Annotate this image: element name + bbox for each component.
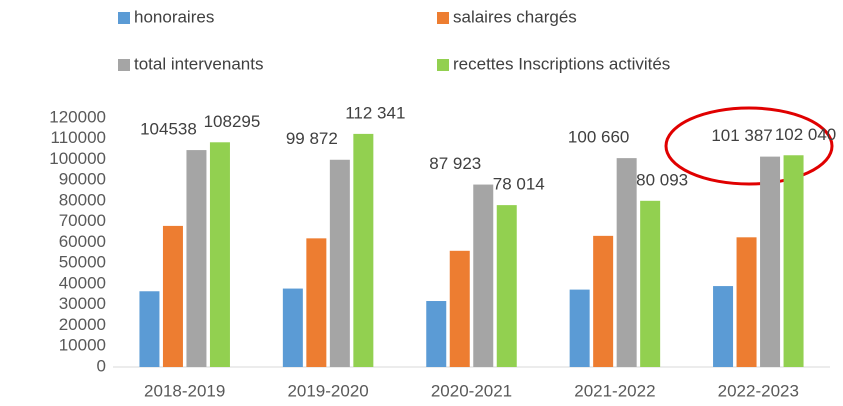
y-tick-label: 10000 (59, 336, 106, 355)
bar (282, 288, 303, 367)
bar (162, 225, 183, 367)
bar (186, 150, 207, 367)
bar (593, 235, 614, 367)
bar (353, 133, 374, 367)
legend-label: total intervenants (134, 54, 263, 73)
data-label: 100 660 (568, 128, 629, 147)
bar (426, 301, 447, 367)
bar (736, 237, 757, 367)
bar (209, 142, 230, 367)
data-label: 99 872 (286, 129, 338, 148)
y-tick-label: 0 (97, 356, 106, 375)
x-tick-label: 2021-2022 (574, 381, 655, 400)
bar (616, 158, 637, 367)
legend-label: honoraires (134, 7, 214, 26)
y-tick-label: 60000 (59, 232, 106, 251)
bar (306, 238, 327, 367)
data-label: 78 014 (493, 175, 545, 194)
data-label: 108295 (204, 112, 261, 131)
bar (139, 291, 160, 367)
bar (640, 200, 661, 367)
legend-swatch (437, 59, 449, 71)
x-tick-label: 2018-2019 (144, 381, 225, 400)
y-tick-label: 20000 (59, 315, 106, 334)
data-label: 102 040 (775, 125, 836, 144)
y-tick-label: 30000 (59, 294, 106, 313)
y-tick-label: 40000 (59, 273, 106, 292)
data-label: 104538 (140, 120, 197, 139)
y-tick-label: 120000 (49, 107, 106, 126)
bar (329, 159, 350, 367)
bar (496, 205, 517, 367)
y-tick-label: 90000 (59, 170, 106, 189)
legend-label: salaires chargés (453, 7, 577, 26)
data-label: 80 093 (636, 170, 688, 189)
y-tick-label: 80000 (59, 190, 106, 209)
highlight-ellipse (664, 106, 834, 186)
y-tick-label: 70000 (59, 211, 106, 230)
y-tick-label: 110000 (51, 128, 106, 147)
x-tick-label: 2019-2020 (287, 381, 368, 400)
legend-label: recettes Inscriptions activités (453, 54, 670, 73)
bar (473, 184, 494, 367)
bar (569, 289, 590, 367)
bar (713, 286, 734, 367)
bar (449, 250, 470, 367)
bar (783, 155, 804, 367)
x-tick-label: 2020-2021 (431, 381, 512, 400)
legend-swatch (118, 59, 130, 71)
data-label: 87 923 (429, 154, 481, 173)
bar (760, 156, 781, 367)
legend-swatch (437, 12, 449, 24)
y-tick-label: 100000 (49, 149, 106, 168)
x-tick-label: 2022-2023 (718, 381, 799, 400)
y-tick-label: 50000 (59, 253, 106, 272)
legend-swatch (118, 12, 130, 24)
data-label: 101 387 (711, 126, 772, 145)
data-label: 112 341 (345, 103, 405, 122)
